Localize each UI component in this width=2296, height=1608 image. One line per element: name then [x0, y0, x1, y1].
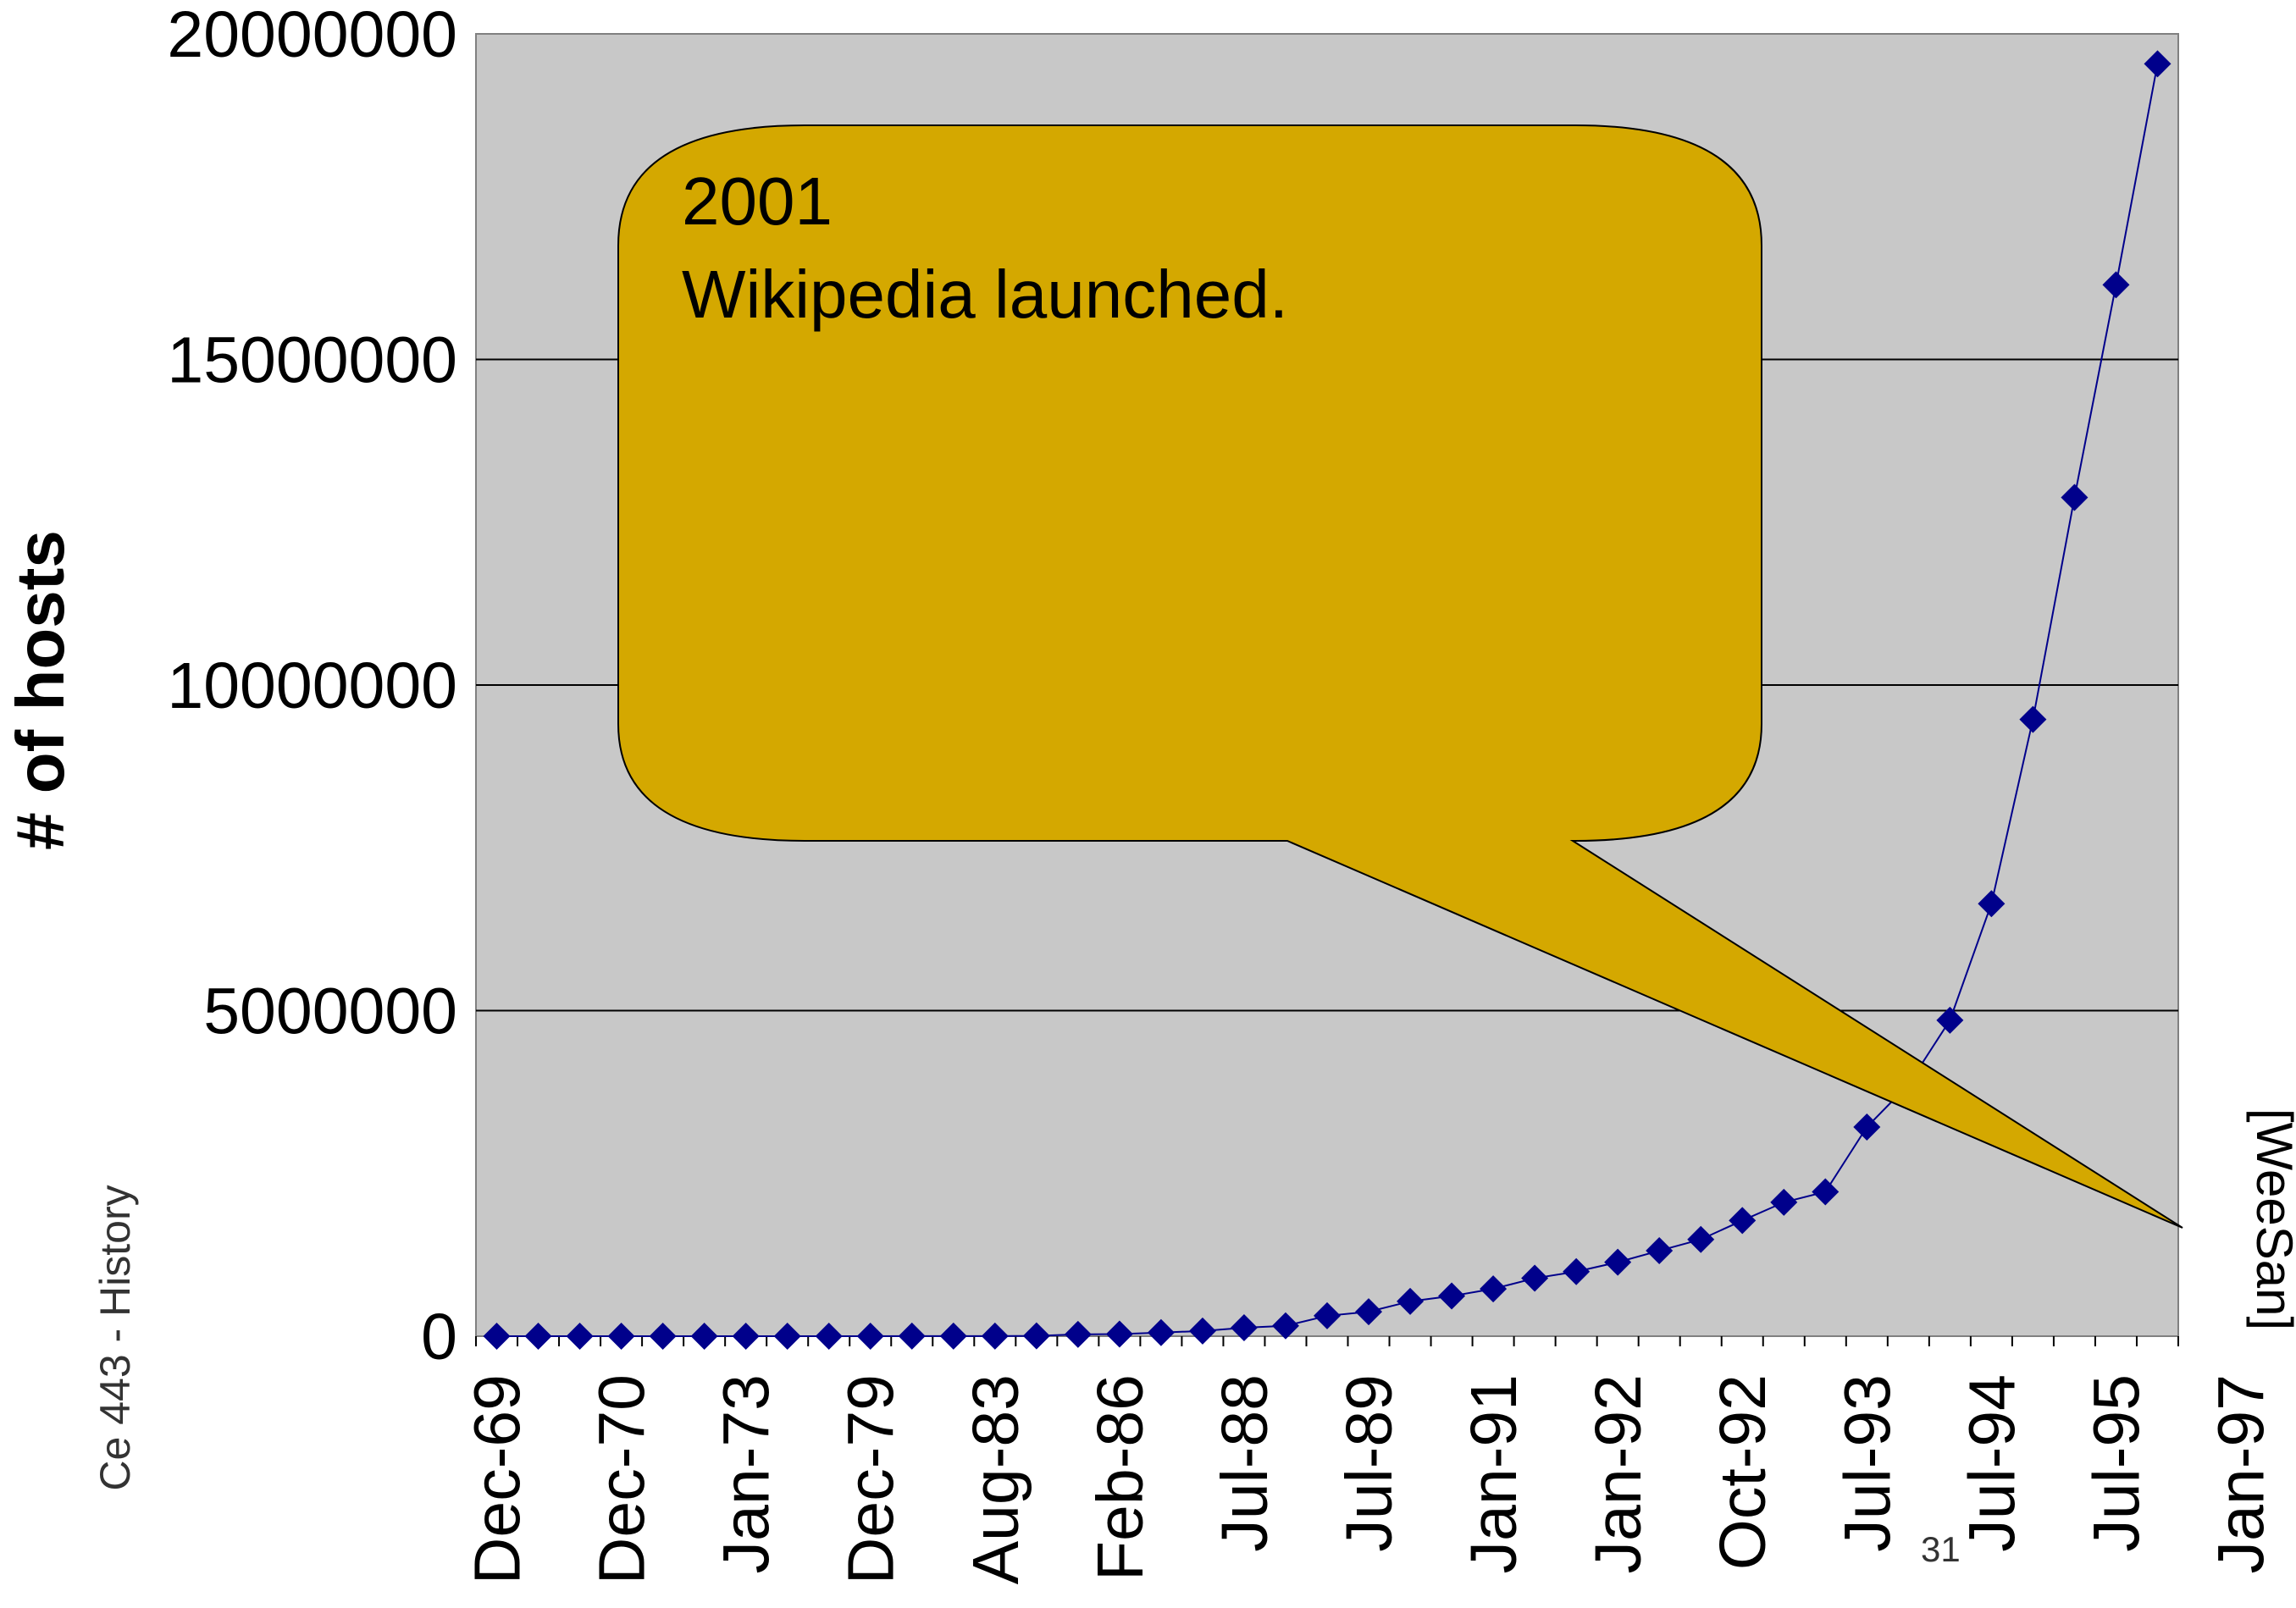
x-tick-label: Oct-92 [1707, 1374, 1779, 1570]
data-point [1978, 890, 2006, 918]
data-point [939, 1322, 967, 1350]
data-point [1853, 1113, 1881, 1141]
data-point [1480, 1275, 1508, 1303]
data-point [898, 1322, 926, 1350]
data-point [815, 1322, 843, 1350]
data-point [1563, 1257, 1591, 1285]
data-point [1064, 1320, 1092, 1348]
x-axis-ticks: Dec-69 Dec-70 Jan-73 Dec-79 Aug-83 Feb-86 Jul-… [462, 1336, 2278, 1584]
x-tick-label: Jul-95 [2080, 1374, 2153, 1552]
data-point [566, 1322, 594, 1350]
data-point [1230, 1314, 1258, 1342]
data-point [1936, 1006, 1964, 1034]
data-point [1812, 1178, 1840, 1206]
page-number: 31 [1921, 1529, 1961, 1569]
series-hosts [483, 50, 2172, 1350]
x-tick-label: Jan-92 [1582, 1374, 1655, 1573]
y-tick-label: 10000000 [167, 649, 457, 722]
x-tick-label: Jul-89 [1333, 1374, 1406, 1552]
data-point [1147, 1318, 1175, 1346]
data-point [1687, 1225, 1715, 1253]
callout: 2001 Wikipedia launched. [617, 124, 2183, 1229]
credit-label: [WeeSan] [2246, 1108, 2296, 1330]
data-point [732, 1322, 760, 1350]
callout-year: 2001 [682, 163, 833, 239]
data-point [1022, 1322, 1050, 1350]
data-point [1271, 1312, 1299, 1340]
data-point [690, 1322, 718, 1350]
data-point [1770, 1188, 1798, 1216]
y-tick-label: 15000000 [167, 324, 457, 397]
callout-shape [617, 124, 2183, 1229]
x-tick-label: Jul-94 [1956, 1374, 2028, 1552]
data-point [1521, 1264, 1549, 1292]
x-tick-label: Jul-88 [1209, 1374, 1281, 1552]
x-tick-label: Dec-69 [462, 1374, 534, 1584]
y-axis-ticks: 0 5000000 10000000 15000000 20000000 [167, 0, 457, 1373]
data-point [607, 1322, 635, 1350]
data-point [483, 1322, 511, 1350]
x-tick-label: Jan-73 [711, 1374, 783, 1573]
y-tick-label: 0 [421, 1301, 457, 1373]
data-point [981, 1322, 1009, 1350]
data-point [1105, 1320, 1133, 1348]
data-point [1729, 1207, 1757, 1235]
data-point [649, 1322, 677, 1350]
x-tick-label: Jul-93 [1831, 1374, 1904, 1552]
data-point [773, 1322, 801, 1350]
data-point [2102, 271, 2130, 299]
x-tick-label: Dec-70 [586, 1374, 659, 1584]
x-tick-label: Jan-97 [2205, 1374, 2278, 1573]
data-point [1188, 1317, 1216, 1345]
y-tick-label: 20000000 [167, 0, 457, 71]
data-point [2019, 705, 2047, 733]
data-point [1314, 1301, 1341, 1329]
data-point [1355, 1298, 1383, 1326]
data-point [1438, 1282, 1466, 1310]
data-point [2144, 50, 2172, 78]
x-tick-label: Jan-91 [1458, 1374, 1530, 1573]
x-tick-label: Feb-86 [1084, 1374, 1157, 1581]
data-point [524, 1322, 552, 1350]
y-axis-label: # of hosts [3, 530, 78, 850]
data-point [2061, 484, 2089, 511]
y-tick-label: 5000000 [203, 975, 457, 1048]
side-label: Ce 443 - History [91, 1185, 139, 1490]
callout-event: Wikipedia launched. [682, 257, 1288, 332]
data-point [856, 1322, 884, 1350]
x-tick-label: Aug-83 [960, 1374, 1032, 1584]
data-point [1604, 1248, 1632, 1276]
x-tick-label: Dec-79 [835, 1374, 908, 1584]
data-point [1646, 1237, 1674, 1265]
data-point [1397, 1287, 1425, 1315]
